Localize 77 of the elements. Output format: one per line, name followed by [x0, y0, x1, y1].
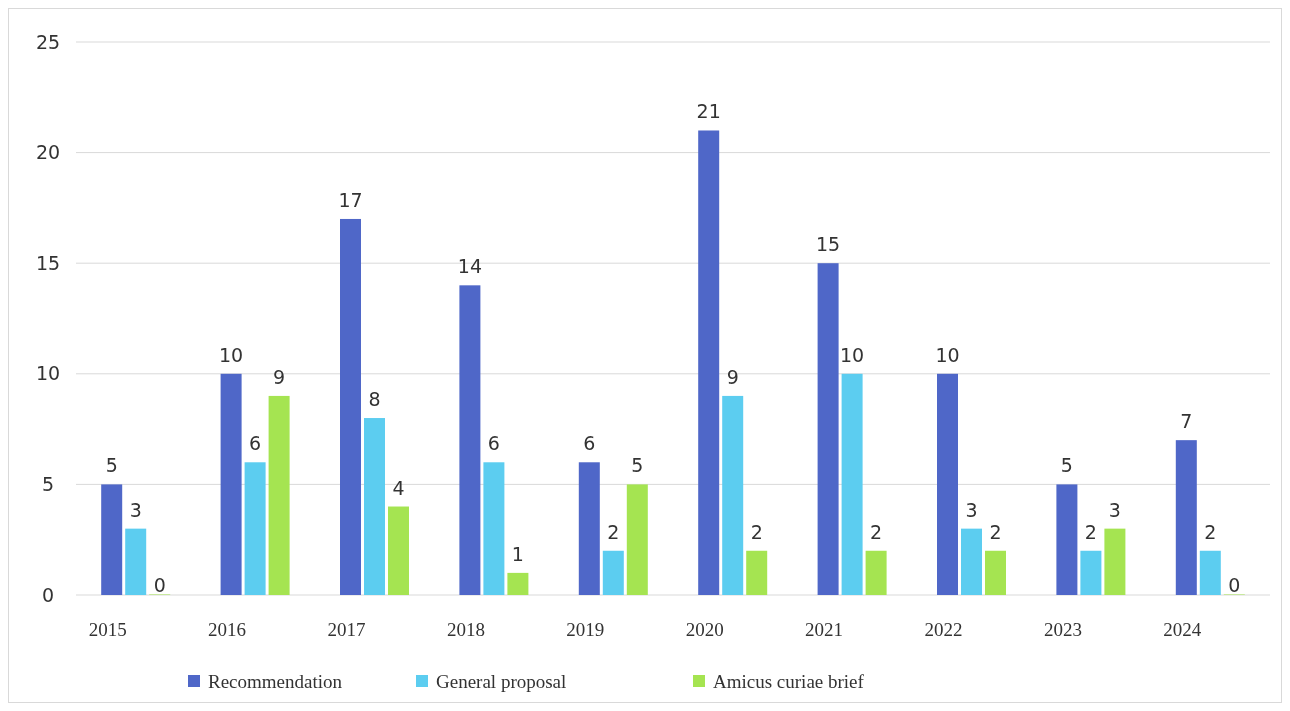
data-label: 8: [368, 388, 381, 411]
y-tick-label: 10: [35, 362, 61, 385]
data-label: 2: [870, 520, 883, 543]
bar: [937, 373, 958, 595]
bar: [340, 218, 361, 595]
data-label: 10: [219, 343, 244, 366]
data-label: 2: [607, 520, 620, 543]
x-tick-label: 2017: [327, 619, 366, 640]
data-label: 9: [726, 365, 739, 388]
bar: [817, 263, 839, 595]
data-label: 3: [129, 498, 142, 521]
bar: [507, 572, 529, 595]
bar: [626, 484, 648, 595]
y-tick-label: 0: [41, 583, 55, 606]
data-label: 2: [1084, 520, 1097, 543]
bar: [1080, 550, 1102, 595]
bar: [364, 418, 385, 595]
data-label: 5: [631, 454, 644, 477]
x-tick-label: 2016: [208, 619, 247, 640]
bar: [388, 506, 409, 595]
bar: [1175, 440, 1197, 595]
x-tick-label: 2022: [924, 619, 963, 640]
bar: [483, 462, 505, 595]
y-tick-label: 15: [35, 251, 61, 274]
bar: [865, 550, 887, 595]
bar: [1199, 550, 1221, 595]
legend-label: Recommendation: [208, 671, 343, 692]
legend-label: Amicus curiae brief: [713, 671, 865, 692]
bar: [602, 550, 624, 595]
data-label: 0: [1228, 574, 1241, 596]
data-label: 7: [1180, 410, 1193, 433]
data-label: 0: [153, 574, 166, 596]
bar: [125, 528, 147, 595]
data-label: 2: [989, 520, 1002, 543]
bar: [722, 395, 744, 595]
data-label: 4: [392, 476, 405, 499]
y-tick-label: 5: [41, 473, 55, 496]
data-label: 1: [511, 542, 524, 565]
data-label: 3: [965, 498, 978, 521]
legend-label: General proposal: [436, 671, 567, 692]
x-tick-label: 2024: [1163, 619, 1202, 640]
bar: [1104, 528, 1126, 595]
bar: [101, 484, 123, 595]
y-tick-label: 20: [35, 141, 61, 164]
bar: [961, 528, 982, 595]
data-label: 2: [750, 520, 763, 543]
bar: [578, 462, 600, 595]
bar: [220, 373, 242, 595]
x-tick-label: 2018: [446, 619, 485, 640]
data-label: 21: [696, 100, 721, 123]
data-label: 5: [105, 454, 118, 477]
data-label: 6: [583, 432, 596, 455]
bar: [244, 462, 266, 595]
data-label: 10: [935, 343, 960, 366]
x-tick-label: 2015: [88, 619, 127, 640]
bar: [698, 130, 720, 595]
data-label: 15: [816, 233, 841, 256]
data-label: 14: [457, 255, 482, 278]
data-label: 6: [487, 432, 500, 455]
bar: [746, 550, 768, 595]
data-label: 17: [338, 188, 363, 211]
bar: [985, 550, 1006, 595]
y-tick-label: 25: [35, 30, 61, 53]
x-tick-label: 2020: [685, 619, 724, 640]
bar: [459, 285, 481, 595]
bar: [268, 395, 290, 595]
data-label: 2: [1204, 520, 1217, 543]
x-tick-label: 2023: [1043, 619, 1082, 640]
data-label: 5: [1060, 454, 1073, 477]
x-tick-label: 2021: [805, 619, 844, 640]
data-label: 6: [249, 432, 262, 455]
bar: [841, 373, 863, 595]
data-label: 9: [273, 365, 286, 388]
x-tick-label: 2019: [566, 619, 605, 640]
bar: [1056, 484, 1078, 595]
data-label: 3: [1108, 498, 1121, 521]
data-label: 10: [840, 343, 865, 366]
